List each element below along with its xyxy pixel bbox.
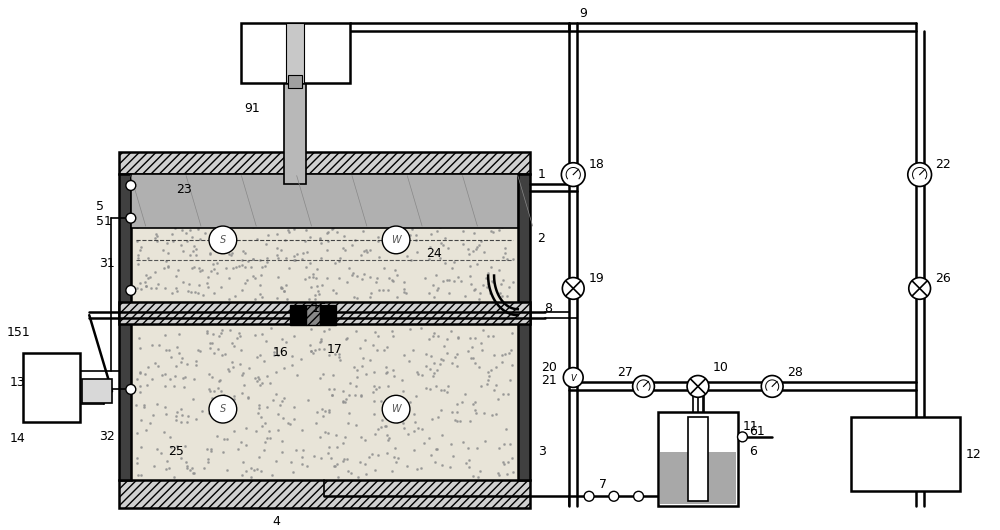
Bar	[82, 379, 112, 403]
Circle shape	[209, 226, 237, 254]
Circle shape	[126, 286, 136, 295]
Text: 15: 15	[312, 302, 328, 315]
Circle shape	[633, 376, 654, 398]
Bar	[290, 305, 306, 325]
Text: 151: 151	[7, 326, 31, 339]
Text: 10: 10	[713, 361, 729, 374]
Text: 26: 26	[935, 272, 951, 285]
Text: 13: 13	[10, 376, 26, 389]
Text: 21: 21	[542, 374, 557, 387]
Text: 1: 1	[538, 168, 545, 181]
Bar	[660, 452, 736, 504]
Circle shape	[562, 278, 584, 299]
Text: 31: 31	[99, 257, 115, 270]
Circle shape	[382, 226, 410, 254]
Bar	[306, 305, 320, 325]
Text: 14: 14	[10, 432, 26, 445]
Text: 23: 23	[176, 183, 192, 196]
Text: 6: 6	[749, 445, 757, 458]
Bar	[241, 23, 350, 83]
Bar	[131, 174, 518, 302]
Circle shape	[761, 376, 783, 398]
Circle shape	[209, 395, 237, 423]
Circle shape	[584, 491, 594, 501]
Bar	[119, 174, 131, 480]
Text: 27: 27	[617, 366, 633, 379]
Text: 32: 32	[99, 430, 115, 444]
Circle shape	[908, 163, 932, 187]
Text: 17: 17	[327, 343, 343, 356]
Bar	[131, 324, 518, 480]
Bar	[284, 31, 306, 183]
Text: 8: 8	[545, 302, 553, 315]
Circle shape	[609, 491, 619, 501]
Circle shape	[126, 181, 136, 190]
Text: 7: 7	[599, 478, 607, 491]
Circle shape	[563, 368, 583, 387]
Bar	[658, 412, 738, 506]
Bar	[518, 174, 530, 480]
Bar	[119, 152, 530, 174]
Bar	[119, 302, 530, 324]
Circle shape	[909, 278, 931, 299]
Text: 19: 19	[589, 272, 605, 285]
Text: 2: 2	[538, 233, 545, 245]
Bar	[131, 174, 518, 228]
Text: 51: 51	[96, 215, 112, 227]
Bar	[286, 23, 304, 83]
Text: 9: 9	[579, 7, 587, 20]
Text: 61: 61	[749, 426, 765, 438]
Text: 20: 20	[542, 361, 557, 374]
Circle shape	[634, 491, 644, 501]
Text: 22: 22	[935, 158, 951, 171]
Bar	[23, 353, 80, 422]
Text: 12: 12	[965, 448, 981, 461]
Text: 4: 4	[272, 515, 280, 527]
Text: 24: 24	[426, 248, 442, 260]
Bar	[119, 480, 530, 508]
Text: S: S	[220, 404, 226, 414]
Text: W: W	[391, 404, 401, 414]
Text: 25: 25	[168, 445, 184, 458]
Text: 91: 91	[245, 102, 260, 115]
Bar	[851, 417, 960, 491]
Bar	[288, 75, 302, 89]
Text: W: W	[391, 235, 401, 245]
Circle shape	[561, 163, 585, 187]
Text: V: V	[570, 374, 576, 383]
Text: 16: 16	[272, 346, 288, 359]
Text: 18: 18	[589, 158, 605, 171]
Text: 11: 11	[742, 420, 758, 434]
Circle shape	[126, 213, 136, 223]
Text: 3: 3	[538, 445, 545, 458]
Bar	[320, 305, 336, 325]
Text: S: S	[220, 235, 226, 245]
Circle shape	[687, 376, 709, 398]
Text: 28: 28	[787, 366, 803, 379]
Circle shape	[126, 384, 136, 394]
Bar	[688, 417, 708, 501]
Circle shape	[738, 432, 747, 442]
Text: 5: 5	[96, 200, 104, 213]
Circle shape	[382, 395, 410, 423]
